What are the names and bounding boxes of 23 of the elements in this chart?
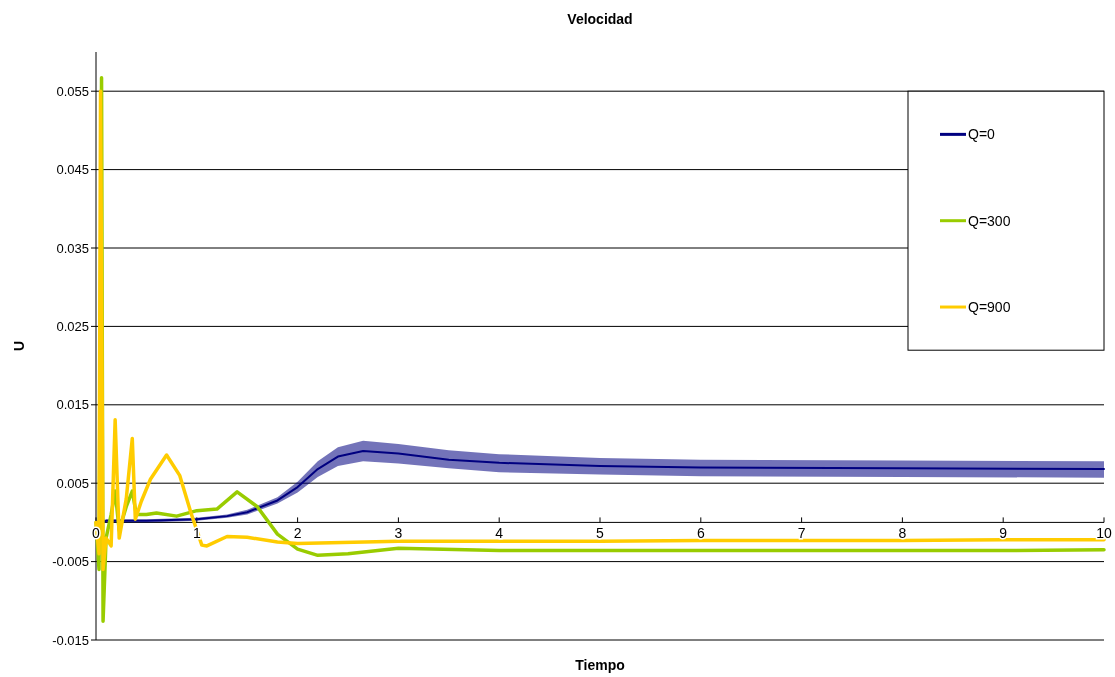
y-tick-label: 0.005 [56, 475, 89, 491]
y-tick-label: 0.055 [56, 83, 89, 99]
y-tick-label: -0.015 [52, 632, 89, 648]
y-tick-label: 0.035 [56, 240, 89, 256]
x-tick-label: 9 [999, 525, 1008, 542]
x-tick-label: 5 [596, 525, 605, 542]
x-axis-title: Tiempo [575, 657, 625, 673]
y-tick-label: 0.045 [56, 162, 89, 178]
x-tick-label: 7 [797, 525, 806, 542]
x-tick-label: 10 [1096, 525, 1112, 542]
x-tick-label: 6 [696, 525, 705, 542]
x-tick-label: 8 [898, 525, 907, 542]
chart-title: Velocidad [567, 11, 633, 27]
y-tick-label: 0.015 [56, 397, 89, 413]
x-tick-label: 3 [394, 525, 403, 542]
legend-label: Q=900 [968, 298, 1011, 315]
x-tick-label: 4 [495, 525, 504, 542]
y-tick-label: 0.025 [56, 318, 89, 334]
x-tick-label: 2 [293, 525, 302, 542]
legend-label: Q=0 [968, 126, 996, 143]
legend-label: Q=300 [968, 212, 1011, 229]
y-tick-label: -0.005 [52, 554, 89, 570]
y-axis-title: U [11, 340, 27, 352]
